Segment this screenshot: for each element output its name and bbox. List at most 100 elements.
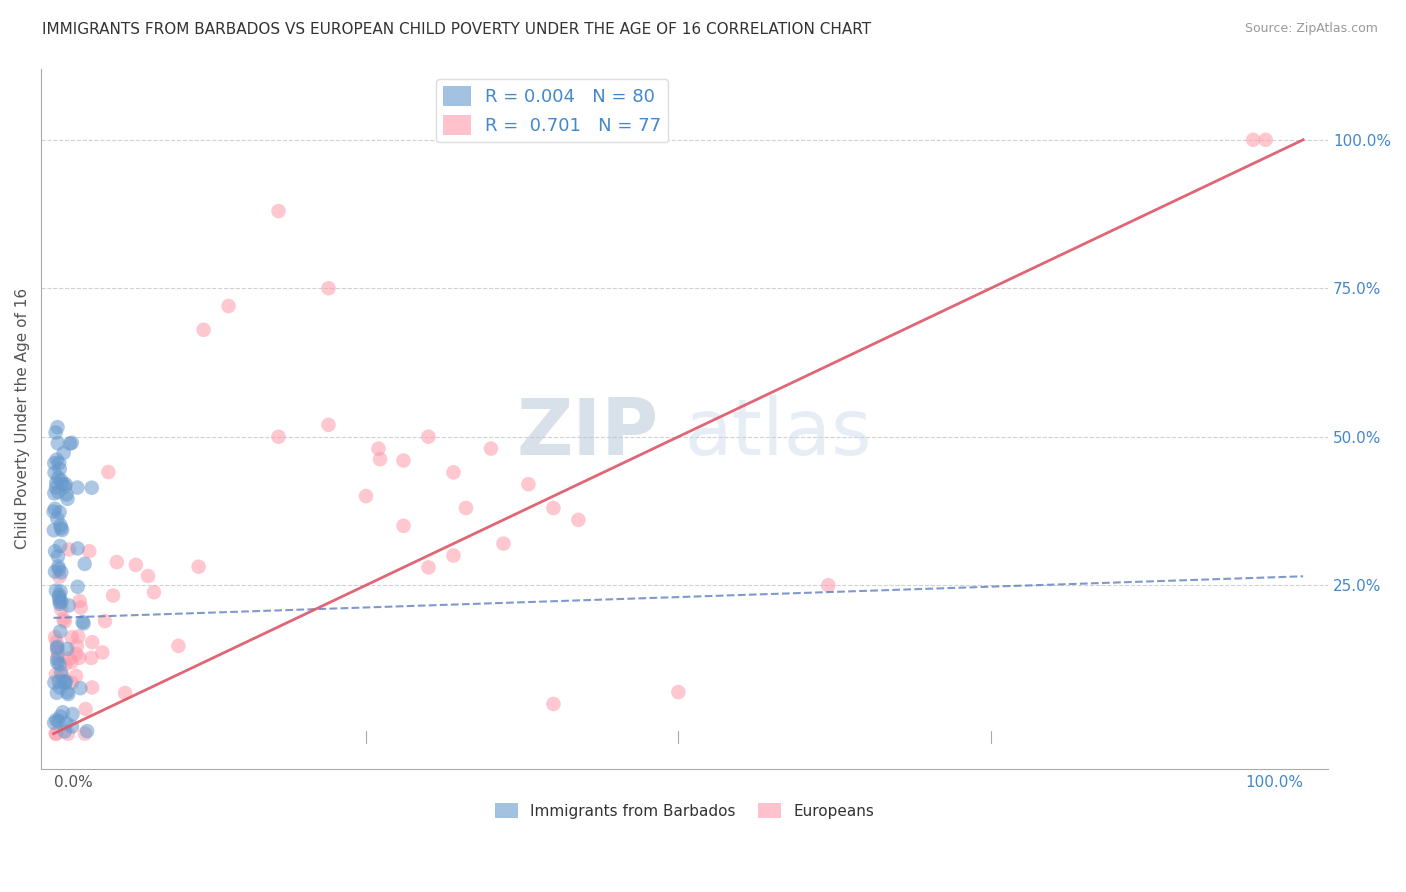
Point [65, 647, 87, 661]
Legend: Immigrants from Barbados, Europeans: Immigrants from Barbados, Europeans [489, 797, 880, 825]
Point [318, 417, 340, 432]
Point [56, 642, 79, 657]
Point [443, 466, 465, 480]
Point [45, 452, 67, 467]
Text: 0.0%: 0.0% [53, 775, 93, 790]
Point [48, 674, 70, 689]
Point [55, 657, 77, 671]
Point [45, 727, 67, 741]
Point [46, 549, 69, 563]
Point [59, 651, 82, 665]
Point [42, 504, 65, 518]
Point [48, 588, 70, 602]
Point [58, 542, 80, 557]
Point [443, 549, 465, 563]
Point [454, 501, 477, 516]
Point [48, 456, 70, 470]
Point [51, 602, 73, 616]
Point [62, 706, 84, 721]
Point [51, 594, 73, 608]
Point [45, 635, 67, 649]
Point [44, 501, 66, 516]
Point [48, 657, 70, 672]
Point [53, 479, 76, 493]
Text: Source: ZipAtlas.com: Source: ZipAtlas.com [1244, 22, 1378, 36]
Point [44, 675, 66, 690]
Point [55, 716, 77, 731]
Point [1241, 133, 1264, 147]
Point [72, 615, 94, 629]
Point [46, 485, 69, 500]
Point [267, 430, 290, 444]
Point [49, 584, 72, 599]
Point [46, 420, 69, 434]
Point [48, 714, 70, 728]
Point [91, 645, 114, 659]
Point [52, 446, 75, 460]
Point [101, 589, 124, 603]
Point [58, 687, 80, 701]
Point [49, 521, 72, 535]
Point [76, 724, 98, 739]
Point [44, 466, 66, 480]
Point [418, 560, 440, 574]
Point [49, 518, 72, 533]
Point [105, 555, 128, 569]
Point [46, 471, 69, 485]
Point [55, 487, 77, 501]
Point [354, 489, 377, 503]
Point [49, 665, 72, 680]
Point [45, 727, 67, 741]
Point [66, 541, 89, 556]
Point [114, 686, 136, 700]
Point [218, 299, 240, 313]
Point [80, 481, 103, 495]
Point [60, 655, 83, 669]
Point [367, 442, 389, 456]
Point [45, 686, 67, 700]
Point [44, 456, 66, 470]
Point [167, 639, 190, 653]
Point [73, 727, 96, 741]
Point [125, 558, 148, 572]
Y-axis label: Child Poverty Under the Age of 16: Child Poverty Under the Age of 16 [15, 288, 30, 549]
Point [60, 719, 83, 733]
Point [368, 452, 391, 467]
Point [267, 204, 290, 219]
Point [817, 578, 839, 592]
Text: atlas: atlas [685, 395, 872, 471]
Point [44, 486, 66, 500]
Point [59, 436, 82, 450]
Point [48, 569, 70, 583]
Point [46, 652, 69, 666]
Point [69, 594, 91, 608]
Point [73, 557, 96, 571]
Point [51, 566, 73, 580]
Point [318, 281, 340, 295]
Point [46, 640, 69, 654]
Point [193, 323, 215, 337]
Point [42, 523, 65, 537]
Point [46, 511, 69, 525]
Point [69, 600, 91, 615]
Point [55, 674, 77, 689]
Point [45, 583, 67, 598]
Point [49, 597, 72, 611]
Point [45, 475, 67, 490]
Point [418, 430, 440, 444]
Point [46, 656, 69, 670]
Point [45, 425, 67, 440]
Point [45, 667, 67, 681]
Point [392, 453, 415, 467]
Point [48, 462, 70, 476]
Point [65, 669, 87, 683]
Point [392, 518, 415, 533]
Point [543, 501, 565, 516]
Point [666, 685, 689, 699]
Text: IMMIGRANTS FROM BARBADOS VS EUROPEAN CHILD POVERTY UNDER THE AGE OF 16 CORRELATI: IMMIGRANTS FROM BARBADOS VS EUROPEAN CHI… [42, 22, 872, 37]
Point [67, 650, 90, 665]
Point [45, 713, 67, 727]
Point [46, 648, 69, 663]
Point [53, 675, 76, 690]
Point [52, 477, 75, 491]
